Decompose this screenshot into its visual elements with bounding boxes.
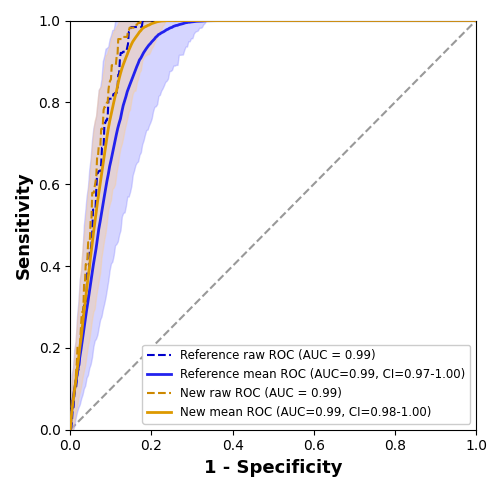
Y-axis label: Sensitivity: Sensitivity [15, 171, 33, 279]
Legend: Reference raw ROC (AUC = 0.99), Reference mean ROC (AUC=0.99, CI=0.97-1.00), New: Reference raw ROC (AUC = 0.99), Referenc… [142, 345, 469, 424]
X-axis label: 1 - Specificity: 1 - Specificity [203, 459, 342, 477]
